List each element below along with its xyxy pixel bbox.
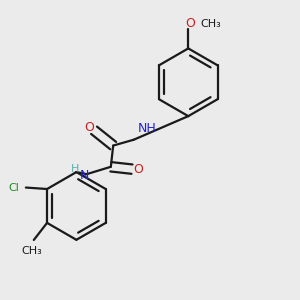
Text: O: O	[185, 17, 195, 31]
Text: N: N	[80, 169, 89, 182]
Text: CH₃: CH₃	[21, 246, 42, 256]
Text: O: O	[134, 163, 143, 176]
Text: O: O	[84, 121, 94, 134]
Text: Cl: Cl	[8, 182, 20, 193]
Text: NH: NH	[138, 122, 157, 135]
Text: H: H	[71, 164, 80, 174]
Text: CH₃: CH₃	[201, 19, 221, 29]
